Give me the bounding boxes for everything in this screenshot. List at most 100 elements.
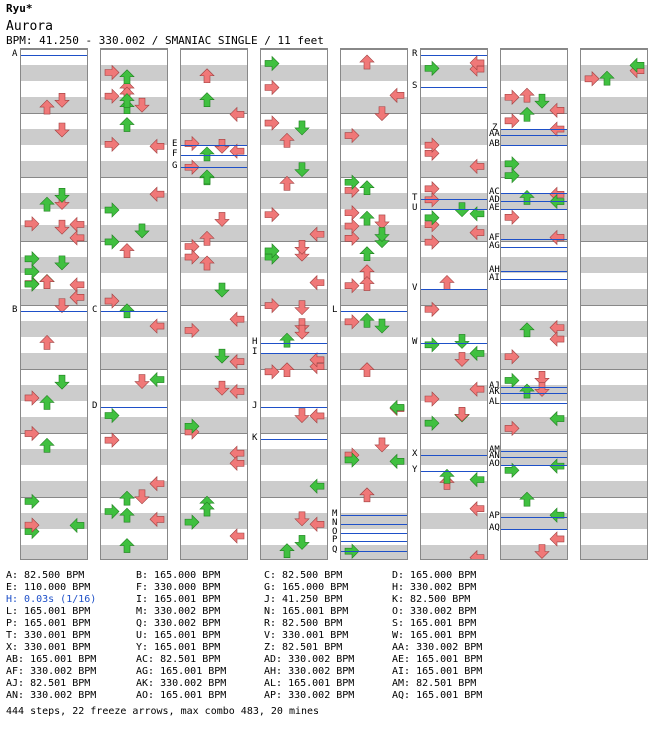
measure-line [341, 113, 407, 114]
step-arrow [149, 318, 165, 334]
bpm-entry: D: 165.000 BPM [392, 570, 477, 581]
step-arrow [389, 399, 405, 416]
bpm-entry: Q: 330.002 BPM [136, 618, 221, 629]
beat-stripe [261, 289, 327, 305]
measure-line [181, 497, 247, 498]
bpm-entry: AQ: 165.001 BPM [392, 690, 483, 701]
step-arrow [374, 106, 390, 122]
bpm-marker-label: K [252, 433, 258, 443]
measure-line [421, 369, 487, 370]
step-arrow [184, 322, 200, 339]
arrow-lane [344, 54, 405, 559]
beat-stripe [101, 129, 167, 145]
bpm-marker-label: AH [489, 265, 500, 275]
bpm-marker-label: B [12, 305, 18, 315]
step-arrow [549, 229, 565, 246]
step-arrow [504, 89, 520, 105]
measure-line [581, 241, 647, 242]
beat-stripe [181, 481, 247, 497]
measure-line [581, 305, 647, 306]
bpm-marker-label: AB [489, 139, 500, 149]
step-arrow [149, 475, 165, 492]
bpm-marker-label: AF [489, 233, 500, 243]
measure-line [101, 305, 167, 306]
measure-line [581, 433, 647, 434]
measure-line [421, 433, 487, 434]
bpm-change-line [501, 393, 567, 394]
bpm-entry: AA: 330.002 BPM [392, 642, 483, 653]
beat-stripe [341, 193, 407, 209]
bpm-entry: AP: 330.002 BPM [264, 690, 355, 701]
step-arrow [519, 491, 535, 507]
measure-line [101, 49, 167, 50]
step-arrow [504, 349, 520, 365]
step-arrow [264, 55, 280, 72]
beat-stripe [21, 481, 87, 497]
beat-stripe [261, 257, 327, 273]
bpm-change-line [261, 407, 327, 408]
step-arrow [264, 115, 280, 131]
step-arrow [504, 209, 520, 226]
step-arrow [344, 205, 360, 221]
bpm-entry: AG: 165.001 BPM [136, 666, 227, 677]
beat-stripe [581, 417, 647, 433]
step-arrow [359, 487, 375, 503]
measure-line [421, 305, 487, 306]
beat-stripe [341, 65, 407, 81]
step-arrow [229, 383, 245, 400]
step-arrow [119, 303, 135, 319]
bpm-marker-label: P [332, 535, 338, 545]
bpm-marker-label: AK [489, 387, 500, 397]
bpm-change-line [101, 407, 167, 408]
beat-stripe [21, 353, 87, 369]
step-arrow [374, 437, 390, 453]
beat-stripe [101, 545, 167, 559]
step-arrow [359, 276, 375, 291]
bpm-marker-label: AD [489, 195, 500, 205]
beat-stripe [181, 321, 247, 337]
beat-stripe [421, 417, 487, 433]
step-arrow [69, 517, 85, 534]
beat-stripe [181, 193, 247, 209]
chart-summary: 444 steps, 22 freeze arrows, max combo 4… [6, 706, 320, 717]
step-arrow [214, 138, 230, 154]
beat-stripe [101, 193, 167, 209]
bpm-entry: AD: 330.002 BPM [264, 654, 355, 665]
step-arrow [104, 64, 120, 81]
measure-line [21, 49, 87, 50]
step-arrow [119, 69, 135, 85]
measure-line [21, 369, 87, 370]
step-arrow [264, 79, 280, 96]
bpm-change-line [181, 167, 247, 168]
beat-stripe [21, 193, 87, 209]
beat-stripe [101, 513, 167, 529]
measure-line [501, 369, 567, 370]
bpm-marker-label: C [92, 305, 98, 315]
step-arrow [294, 535, 310, 550]
beat-stripe [181, 225, 247, 241]
beat-stripe [21, 257, 87, 273]
step-arrow [389, 87, 405, 104]
bpm-change-line [421, 289, 487, 290]
measure-line [21, 241, 87, 242]
bpm-change-line [341, 311, 407, 312]
step-arrow [229, 143, 245, 159]
arrow-lane [264, 55, 325, 558]
step-arrow [54, 298, 70, 314]
measure-line [181, 113, 247, 114]
step-arrow [184, 418, 200, 434]
bpm-entry: X: 330.001 BPM [6, 642, 91, 653]
step-arrow [199, 68, 215, 84]
measure-line [101, 369, 167, 370]
step-arrow [469, 224, 485, 241]
bpm-entry: AK: 330.002 BPM [136, 678, 227, 689]
step-arrow [119, 243, 135, 258]
beat-stripe [581, 545, 647, 559]
step-arrow [469, 55, 485, 71]
bpm-marker-label: I [252, 347, 258, 357]
beat-stripe [21, 161, 87, 177]
step-arrow [54, 122, 70, 138]
step-arrow [424, 337, 440, 353]
step-arrow [264, 364, 280, 380]
beat-stripe [501, 97, 567, 113]
